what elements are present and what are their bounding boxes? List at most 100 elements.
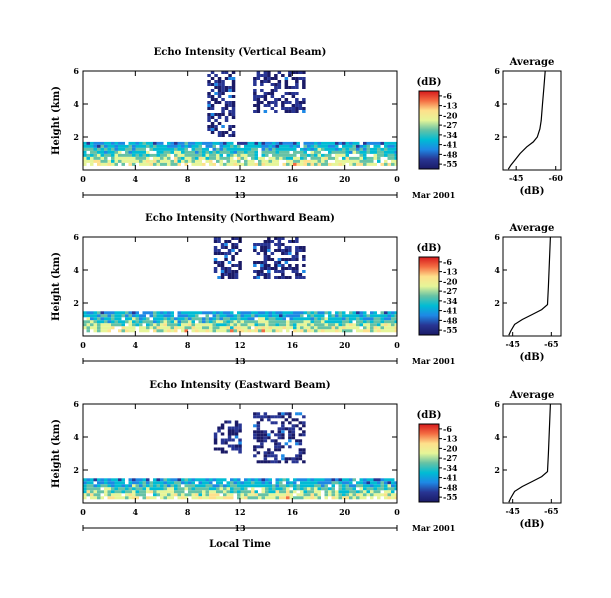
heatmap-cell <box>139 147 143 151</box>
heatmap-cell <box>170 484 174 488</box>
heatmap-cell <box>284 442 289 446</box>
heatmap-cell <box>296 320 300 324</box>
heatmap-cell <box>224 107 229 110</box>
heatmap-cell <box>258 323 262 327</box>
heatmap-cell <box>118 487 122 491</box>
heatmap-cell <box>240 484 244 488</box>
heatmap-cell <box>209 490 213 494</box>
heatmap-cell <box>107 484 111 488</box>
heatmap-cell <box>107 317 111 321</box>
heatmap-cell <box>121 144 125 148</box>
colorbar-tick-label: -20 <box>443 443 458 453</box>
heatmap-cell <box>104 487 108 491</box>
heatmap-cell <box>286 314 290 318</box>
heatmap-cell <box>177 490 181 494</box>
heatmap-cell <box>356 329 360 333</box>
x-tick-label: 12 <box>234 507 245 517</box>
heatmap-cell <box>254 144 258 148</box>
heatmap-cell <box>300 496 304 500</box>
heatmap-cell <box>184 147 188 151</box>
heatmap-cell <box>268 314 272 318</box>
heatmap-cell <box>349 496 353 500</box>
heatmap-cell <box>132 314 136 318</box>
heatmap-cell <box>184 481 188 485</box>
heatmap-cell <box>263 249 268 252</box>
heatmap-cell <box>284 80 289 83</box>
heatmap-cell <box>114 162 118 166</box>
heatmap-cell <box>296 329 300 333</box>
heatmap-cell <box>328 320 332 324</box>
heatmap-cell <box>209 323 213 327</box>
heatmap-cell <box>279 320 283 324</box>
heatmap-cell <box>359 153 363 157</box>
heatmap-cell <box>128 150 132 154</box>
heatmap-cell <box>167 490 171 494</box>
heatmap-cell <box>212 487 216 491</box>
heatmap-cell <box>342 326 346 330</box>
heatmap-cell <box>295 80 299 83</box>
heatmap-cell <box>380 150 384 154</box>
heatmap-cell <box>223 323 227 327</box>
colorbar <box>418 423 440 503</box>
heatmap-cell <box>295 454 299 458</box>
x-tick-label: 0 <box>394 340 400 350</box>
heatmap-cell <box>265 159 269 163</box>
heatmap-cell <box>244 487 248 491</box>
heatmap-cell <box>216 323 220 327</box>
heatmap-cell <box>198 147 202 151</box>
heatmap-cell <box>253 261 257 264</box>
heatmap-cell <box>198 326 202 330</box>
heatmap-cell <box>384 147 388 151</box>
heatmap-cell <box>314 481 318 485</box>
heatmap-cell <box>286 496 290 500</box>
heatmap-cell <box>286 484 290 488</box>
heatmap-cell <box>394 326 397 330</box>
heatmap-cell <box>170 150 174 154</box>
heatmap-cell <box>233 320 237 324</box>
heatmap-cell <box>270 252 275 255</box>
heatmap-cell <box>188 156 192 160</box>
heatmap-cell <box>321 487 325 491</box>
heatmap-cell <box>291 95 296 98</box>
heatmap-cell <box>221 110 225 113</box>
heatmap-cell <box>253 424 257 428</box>
heatmap-cell <box>195 490 199 494</box>
heatmap-cell <box>224 252 228 255</box>
heatmap-cell <box>359 159 363 163</box>
heatmap-cell <box>391 150 395 154</box>
heatmap-cell <box>295 107 299 110</box>
heatmap-cell <box>356 144 360 148</box>
heatmap-cell <box>314 141 318 145</box>
heatmap-cell <box>139 317 143 321</box>
profile-x-label: (dB) <box>520 352 545 363</box>
heatmap-cell <box>251 481 255 485</box>
heatmap-cell <box>104 481 108 485</box>
heatmap-cell <box>93 147 97 151</box>
heatmap-cell <box>217 429 221 433</box>
heatmap-cell <box>274 249 278 252</box>
heatmap-cell <box>261 317 265 321</box>
heatmap-cell <box>265 141 269 145</box>
heatmap-cell <box>128 481 132 485</box>
heatmap-cell <box>100 490 104 494</box>
heatmap-cell <box>293 481 297 485</box>
heatmap-cell <box>220 264 225 267</box>
heatmap-cell <box>97 490 101 494</box>
heatmap-cell <box>223 147 227 151</box>
heatmap-cell <box>139 490 143 494</box>
heatmap-cell <box>191 329 195 333</box>
heatmap-cell <box>270 451 275 455</box>
heatmap-cell <box>324 490 328 494</box>
heatmap-cell <box>167 156 171 160</box>
heatmap-cell <box>118 490 122 494</box>
heatmap-cell <box>253 430 257 434</box>
heatmap-cell <box>251 311 255 315</box>
heatmap-cell <box>118 314 122 318</box>
heatmap-cell <box>291 77 296 80</box>
heatmap-cell <box>282 493 286 497</box>
colorbar-tick-label: -20 <box>443 110 458 120</box>
heatmap-cell <box>128 487 132 491</box>
heatmap-cell <box>244 150 248 154</box>
heatmap-cell <box>349 484 353 488</box>
heatmap-cell <box>302 433 306 437</box>
